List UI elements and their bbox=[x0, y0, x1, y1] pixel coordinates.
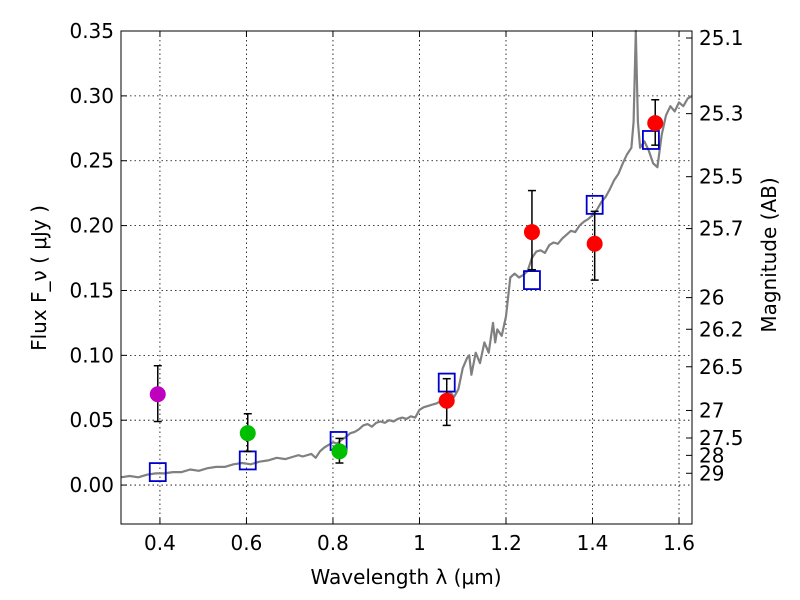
x-tick-label: 0.6 bbox=[231, 531, 263, 555]
y-tick-label: 0.20 bbox=[69, 214, 114, 238]
observed-photometry-point bbox=[647, 115, 664, 132]
y-tick-label: 0.05 bbox=[69, 408, 114, 432]
right-tick-label: 25.1 bbox=[699, 26, 744, 50]
observed-photometry-point bbox=[586, 235, 603, 252]
right-tick-label: 25.5 bbox=[699, 165, 744, 189]
x-tick-label: 0.4 bbox=[144, 531, 176, 555]
y-axis-label: Flux F_ν ( μJy ) bbox=[27, 205, 51, 351]
right-tick-label: 28 bbox=[699, 443, 724, 467]
y-tick-label: 0.15 bbox=[69, 278, 114, 302]
model-photometry-marker bbox=[523, 270, 541, 290]
right-tick-label: 26 bbox=[699, 286, 724, 310]
x-tick-label: 1 bbox=[413, 531, 426, 555]
y-tick-label: 0.25 bbox=[69, 149, 114, 173]
right-tick-label: 25.7 bbox=[699, 217, 744, 241]
right-tick-label: 27 bbox=[699, 398, 724, 422]
data-points-layer bbox=[148, 99, 664, 483]
model-photometry-marker bbox=[148, 462, 167, 483]
right-tick-label: 25.3 bbox=[699, 102, 744, 126]
x-tick-label: 1.4 bbox=[577, 531, 609, 555]
spectrum-layer bbox=[120, 29, 693, 479]
model-photometry-marker bbox=[238, 450, 257, 471]
right-axis-label: Magnitude (AB) bbox=[757, 177, 781, 332]
grid-lines bbox=[121, 30, 692, 524]
observed-photometry-point bbox=[523, 224, 540, 241]
right-tick-label: 27.5 bbox=[699, 426, 744, 450]
y-tick-label: 0.00 bbox=[69, 473, 114, 497]
model-photometry-marker bbox=[642, 130, 660, 150]
observed-photometry-point bbox=[438, 392, 455, 409]
observed-photometry-point bbox=[239, 425, 256, 442]
x-tick-label: 1.2 bbox=[490, 531, 522, 555]
right-tick-label: 26.2 bbox=[699, 317, 744, 341]
plot-frame bbox=[120, 30, 693, 525]
x-tick-label: 0.8 bbox=[317, 531, 349, 555]
x-axis-label: Wavelength λ (μm) bbox=[310, 565, 501, 589]
right-tick-label: 26.5 bbox=[699, 355, 744, 379]
y-tick-label: 0.30 bbox=[69, 84, 114, 108]
y-tick-label: 0.35 bbox=[69, 19, 114, 43]
y-tick-label: 0.10 bbox=[69, 343, 114, 367]
spectrum-line bbox=[120, 29, 693, 479]
observed-photometry-point bbox=[149, 386, 166, 403]
axis-ticks: 0.4 0.6 0.8 1 1.2 1.4 1.6 0.00 0.05 0.10 0.15 0.20 0… bbox=[69, 19, 743, 555]
x-tick-label: 1.6 bbox=[663, 531, 695, 555]
right-tick-label: 29 bbox=[699, 461, 724, 485]
observed-photometry-point bbox=[331, 443, 348, 460]
